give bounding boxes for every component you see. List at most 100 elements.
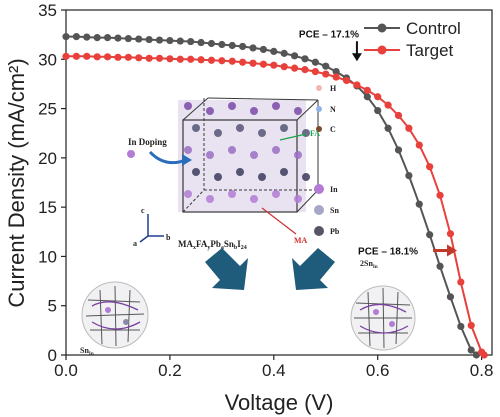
- lattice-atom: [214, 129, 222, 137]
- data-point-target: [207, 56, 216, 64]
- lattice-atom: [206, 107, 214, 115]
- data-point-control: [83, 33, 91, 41]
- data-point-control: [249, 44, 257, 52]
- crystal-structure-inset: In Doping FA MA c b a MAxFAyPbaSnbI24 H N…: [80, 84, 416, 357]
- y-tick-label: 35: [38, 1, 57, 20]
- data-point-control: [228, 41, 236, 50]
- lattice-atom: [250, 195, 258, 203]
- pce-target-label: PCE – 18.1%: [358, 247, 418, 258]
- y-tick-label: 10: [38, 247, 57, 266]
- data-point-target: [290, 64, 299, 72]
- data-point-target: [93, 53, 101, 61]
- data-point-control: [311, 58, 319, 66]
- data-point-target: [259, 60, 268, 68]
- data-point-target: [353, 81, 361, 89]
- lattice-atom: [294, 195, 302, 203]
- lattice-atom: [272, 146, 280, 154]
- data-point-target: [467, 321, 475, 330]
- data-point-control: [155, 36, 164, 44]
- lattice-atom: [280, 168, 288, 176]
- in-doping-atom: [127, 150, 135, 158]
- sn-network-left: SnIn: [80, 281, 149, 357]
- element-legend-label: Sn: [330, 206, 339, 215]
- legend-label: Control: [406, 19, 461, 38]
- pce-control-arrowhead: [351, 53, 362, 62]
- lattice-atom: [258, 173, 266, 181]
- data-point-control: [124, 34, 132, 43]
- data-point-target: [301, 66, 309, 74]
- lattice-atom: [250, 151, 258, 159]
- lattice-atom: [302, 129, 310, 137]
- data-point-target: [228, 57, 236, 65]
- data-point-target: [436, 191, 444, 199]
- x-tick-label: 0.0: [54, 361, 78, 380]
- x-tick-label: 0.8: [470, 361, 494, 380]
- data-point-target: [311, 68, 319, 76]
- sn-network-right: 2SnIn: [350, 259, 416, 351]
- y-axis-ticks: 0 5 10 15 20 25 30 35: [38, 1, 66, 365]
- lattice-atom: [192, 168, 200, 176]
- series-layer: [62, 33, 488, 359]
- data-point-control: [374, 106, 382, 115]
- svg-text:c: c: [141, 206, 145, 215]
- data-point-target: [332, 73, 340, 81]
- data-point-control: [446, 293, 455, 301]
- element-legend-dot: [314, 205, 324, 215]
- data-point-control: [166, 36, 174, 45]
- lattice-atom: [280, 124, 288, 132]
- lattice-atom: [206, 151, 214, 159]
- element-legend-dot: [316, 85, 322, 91]
- data-point-target: [197, 56, 205, 64]
- data-point-control: [207, 39, 216, 48]
- data-point-target: [270, 61, 278, 69]
- element-legend: H N C In Sn Pb: [314, 84, 340, 236]
- lattice-atom: [228, 190, 236, 198]
- data-point-target: [83, 52, 91, 60]
- data-point-control: [114, 34, 122, 42]
- element-legend-label: C: [330, 125, 336, 134]
- x-axis-title: Voltage (V): [225, 390, 334, 415]
- data-point-control: [218, 40, 226, 49]
- lattice-atom: [206, 195, 214, 203]
- data-point-target: [446, 230, 455, 238]
- lattice-atom: [228, 146, 236, 154]
- data-point-target: [145, 54, 153, 62]
- element-legend-dot: [314, 184, 324, 194]
- data-point-control: [145, 35, 153, 44]
- data-point-control: [405, 172, 413, 180]
- data-point-control: [270, 47, 278, 56]
- svg-text:a: a: [133, 239, 137, 248]
- data-point-target: [239, 58, 247, 66]
- data-point-control: [436, 262, 444, 270]
- data-point-target: [72, 52, 80, 60]
- data-point-target: [114, 53, 122, 61]
- lattice-atom: [184, 146, 192, 154]
- lattice-atom: [214, 173, 222, 181]
- data-point-target: [218, 57, 226, 65]
- lattice-atom: [184, 190, 192, 198]
- lattice-atom: [192, 124, 200, 132]
- data-point-target: [155, 54, 164, 62]
- x-tick-label: 0.6: [366, 361, 390, 380]
- data-point-control: [467, 346, 475, 354]
- data-point-control: [332, 68, 340, 76]
- svg-text:2SnIn: 2SnIn: [360, 259, 378, 270]
- data-point-target: [384, 101, 392, 109]
- element-legend-label: Pb: [330, 227, 340, 236]
- lattice-atom: [236, 168, 244, 176]
- data-point-control: [322, 62, 330, 70]
- element-legend-dot: [316, 126, 322, 132]
- data-point-target: [322, 70, 330, 78]
- data-point-target: [166, 55, 174, 63]
- lattice-atom: [258, 129, 266, 137]
- y-tick-label: 30: [38, 50, 57, 69]
- legend-label: Target: [406, 41, 454, 60]
- data-point-target: [457, 278, 465, 286]
- data-point-control: [187, 37, 195, 46]
- pce-control-label: PCE – 17.1%: [299, 29, 359, 40]
- lattice-atom: [250, 107, 258, 115]
- y-tick-label: 20: [38, 149, 57, 168]
- data-point-control: [363, 93, 371, 101]
- doping-arrowhead: [182, 154, 192, 166]
- lattice-atom: [302, 173, 310, 181]
